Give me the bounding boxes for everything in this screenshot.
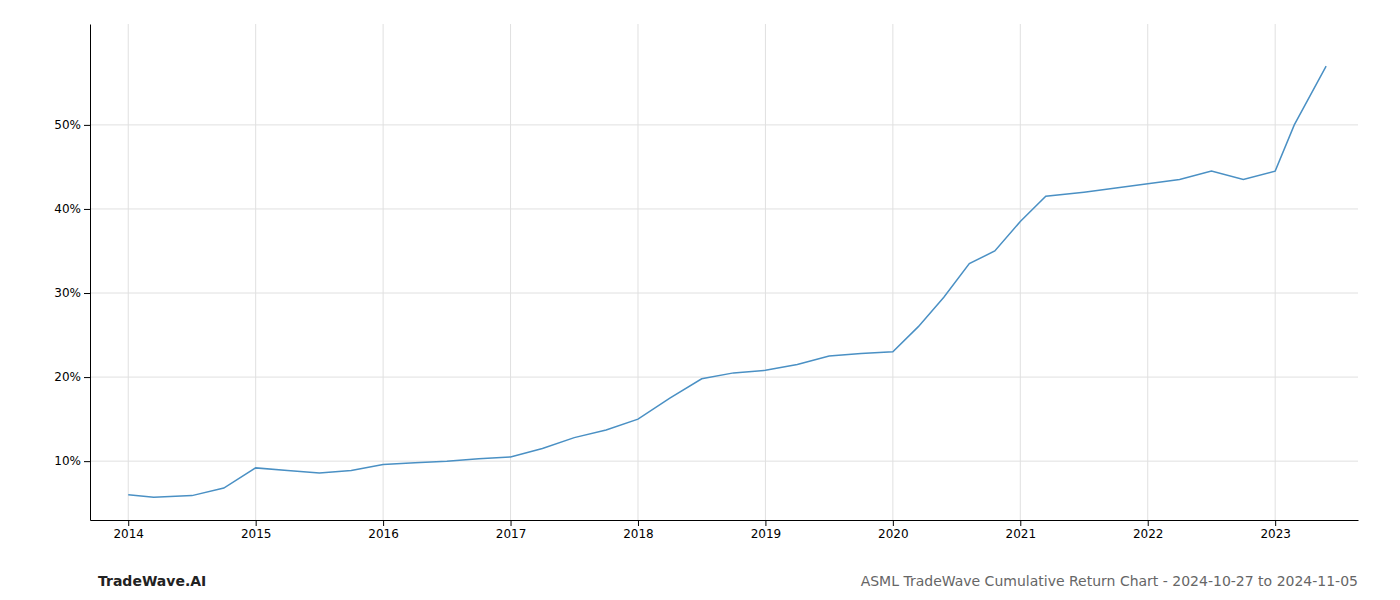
axis-line (90, 25, 91, 521)
marks (128, 66, 1326, 497)
tick-label: 2016 (368, 527, 399, 541)
tick-label: 40% (54, 202, 81, 216)
grid-line (637, 24, 638, 520)
tick-label: 20% (54, 370, 81, 384)
tick: 2016 (368, 520, 399, 541)
tick-mark (84, 461, 90, 462)
tick-mark (511, 520, 512, 526)
tick-mark (765, 520, 766, 526)
tick-label: 2023 (1260, 527, 1291, 541)
tick-label: 2017 (496, 527, 527, 541)
grid-line (383, 24, 384, 520)
grid-line (1020, 24, 1021, 520)
grid-line (90, 461, 1358, 462)
tick-mark (84, 125, 90, 126)
tick: 10% (54, 454, 90, 468)
x-axis: 2014 2015 2016 2017 2018 2019 2020 2021 2022 2023 (91, 520, 1359, 541)
tick-mark (1020, 520, 1021, 526)
tick: 2020 (878, 520, 909, 541)
grid (90, 24, 1358, 520)
tick: 2014 (113, 520, 144, 541)
grid-line (90, 293, 1358, 294)
grid-line (255, 24, 256, 520)
tick-mark (893, 520, 894, 526)
tick-label: 2020 (878, 527, 909, 541)
grid-line (765, 24, 766, 520)
tick-label: 50% (54, 118, 81, 132)
tick-mark (84, 209, 90, 210)
grid-line (892, 24, 893, 520)
line (128, 66, 1326, 497)
tick-mark (256, 520, 257, 526)
tick-label: 2018 (623, 527, 654, 541)
grid-line (90, 208, 1358, 209)
tick-mark (383, 520, 384, 526)
grid-line (510, 24, 511, 520)
grid-line (90, 124, 1358, 125)
tick-label: 10% (54, 454, 81, 468)
tick-mark (638, 520, 639, 526)
tick: 2022 (1133, 520, 1164, 541)
tick-label: 2022 (1133, 527, 1164, 541)
tick-label: 30% (54, 286, 81, 300)
tick-mark (1148, 520, 1149, 526)
tick: 2015 (241, 520, 272, 541)
y-axis: 10% 20% 30% 40% 50% (54, 25, 90, 521)
tick: 2019 (751, 520, 782, 541)
tick: 2018 (623, 520, 654, 541)
grid-line (1147, 24, 1148, 520)
tick: 40% (54, 202, 90, 216)
tick-mark (1275, 520, 1276, 526)
tick-label: 2021 (1006, 527, 1037, 541)
tick: 2021 (1006, 520, 1037, 541)
plot-area: 2014 2015 2016 2017 2018 2019 2020 2021 2022 2023… (54, 24, 1358, 541)
tick: 2017 (496, 520, 527, 541)
grid-line (90, 377, 1358, 378)
title: ASML TradeWave Cumulative Return Chart -… (861, 573, 1358, 589)
grid-line (1275, 24, 1276, 520)
tick: 20% (54, 370, 90, 384)
tick: 30% (54, 286, 90, 300)
tick-label: 2014 (113, 527, 144, 541)
tick-mark (84, 377, 90, 378)
tick-mark (128, 520, 129, 526)
tick: 50% (54, 118, 90, 132)
tick-label: 2015 (241, 527, 272, 541)
chart: 2014 2015 2016 2017 2018 2019 2020 2021 2022 2023… (0, 0, 1400, 600)
tick: 2023 (1260, 520, 1291, 541)
tick-mark (84, 293, 90, 294)
axis-line (91, 520, 1359, 521)
tick-label: 2019 (751, 527, 782, 541)
grid-line (128, 24, 129, 520)
watermark: TradeWave.AI (98, 573, 206, 589)
